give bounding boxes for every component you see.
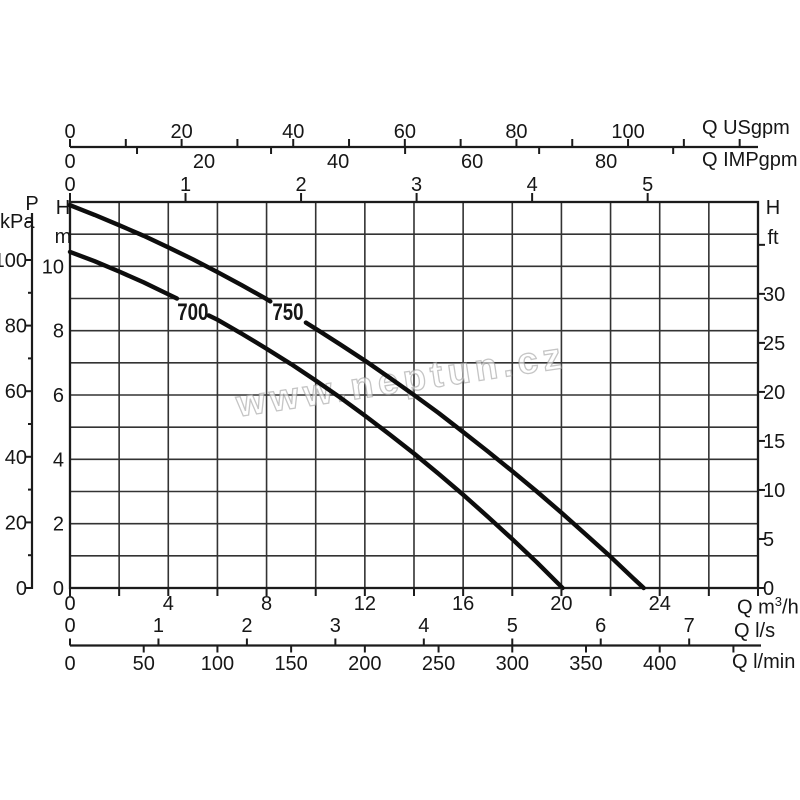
ls-axis-label: Q l/s: [734, 620, 776, 642]
m3h-tick-label: 24: [649, 593, 671, 615]
head-m-axis-unit-label: m: [54, 226, 72, 248]
m3h-label-pre: Q m: [737, 596, 775, 619]
curve-700: [67, 249, 180, 301]
top-aux-tick-label: 2: [296, 174, 307, 196]
ls-tick-label: 2: [241, 615, 252, 637]
impgpm-tick-label: 60: [461, 151, 483, 173]
lmin-tick-label: 250: [422, 653, 455, 675]
lmin-tick-label: 200: [348, 653, 381, 675]
usgpm-tick-label: 20: [170, 121, 192, 143]
curve-750: [67, 203, 273, 304]
ls-tick-label: 1: [153, 615, 164, 637]
impgpm-tick-label: 0: [64, 151, 75, 173]
head-m-tick-label: 0: [53, 578, 64, 600]
m3h-axis-label: Q m3/h: [737, 591, 799, 619]
ft-tick-label: 0: [763, 578, 774, 600]
kpa-tick-label: 0: [16, 578, 27, 600]
m3h-tick-label: 4: [163, 593, 174, 615]
ft-tick-label: 10: [763, 480, 785, 502]
m3h-tick-label: 16: [452, 593, 474, 615]
impgpm-axis-label: Q IMPgpm: [702, 149, 798, 171]
ls-tick-label: 3: [330, 615, 341, 637]
ls-tick-label: 6: [595, 615, 606, 637]
head-m-tick-label: 6: [53, 385, 64, 407]
curve-750: [303, 320, 646, 591]
top-aux-tick-label: 1: [180, 174, 191, 196]
usgpm-axis-label: Q USgpm: [702, 117, 790, 139]
head-m-axis-quantity-label: H: [55, 197, 71, 219]
curve-700: [206, 313, 565, 591]
ft-tick-label: 20: [763, 382, 785, 404]
ls-tick-label: 0: [64, 615, 75, 637]
head-ft-axis-quantity-label: H: [765, 197, 781, 219]
impgpm-tick-label: 80: [595, 151, 617, 173]
lmin-tick-label: 100: [201, 653, 234, 675]
head-m-tick-label: 10: [42, 256, 64, 278]
usgpm-tick-label: 100: [611, 121, 644, 143]
pressure-axis-unit-label: kPa: [0, 211, 35, 233]
ls-tick-label: 4: [418, 615, 429, 637]
ft-tick-label: 5: [763, 529, 774, 551]
m3h-tick-label: 20: [550, 593, 572, 615]
lmin-tick-label: 50: [133, 653, 155, 675]
ft-tick-label: 25: [763, 333, 785, 355]
usgpm-tick-label: 80: [505, 121, 527, 143]
lmin-tick-label: 400: [643, 653, 676, 675]
m3h-tick-label: 12: [354, 593, 376, 615]
ls-tick-label: 5: [507, 615, 518, 637]
kpa-tick-label: 80: [5, 316, 27, 338]
usgpm-tick-label: 60: [394, 121, 416, 143]
kpa-tick-label: 40: [5, 447, 27, 469]
head-ft-axis-unit-label: ft: [767, 227, 779, 249]
lmin-tick-label: 0: [64, 653, 75, 675]
m3h-label-sup: 3: [774, 594, 783, 609]
m3h-tick-label: 8: [261, 593, 272, 615]
ls-tick-label: 7: [684, 615, 695, 637]
m3h-label-post: /h: [782, 596, 799, 619]
head-m-tick-label: 4: [53, 449, 64, 471]
head-m-tick-label: 8: [53, 321, 64, 343]
top-aux-tick-label: 4: [527, 174, 538, 196]
pressure-axis-quantity-label: P: [25, 193, 39, 215]
impgpm-tick-label: 20: [193, 151, 215, 173]
ft-tick-label: 15: [763, 431, 785, 453]
usgpm-tick-label: 40: [282, 121, 304, 143]
kpa-tick-label: 100: [0, 250, 27, 272]
lmin-tick-label: 350: [569, 653, 602, 675]
top-aux-tick-label: 0: [64, 174, 75, 196]
kpa-tick-label: 20: [5, 512, 27, 534]
watermark: www.neptun.cz: [233, 335, 569, 425]
curve-label-750: 750: [272, 299, 303, 326]
lmin-axis-label: Q l/min: [732, 651, 796, 673]
head-m-tick-label: 2: [53, 514, 64, 536]
lmin-tick-label: 300: [496, 653, 529, 675]
curve-label-700: 700: [177, 299, 208, 326]
usgpm-tick-label: 0: [64, 121, 75, 143]
top-aux-tick-label: 5: [642, 174, 653, 196]
ft-tick-label: 30: [763, 284, 785, 306]
kpa-tick-label: 60: [5, 381, 27, 403]
top-aux-tick-label: 3: [411, 174, 422, 196]
impgpm-tick-label: 40: [327, 151, 349, 173]
m3h-tick-label: 0: [64, 593, 75, 615]
lmin-tick-label: 150: [274, 653, 307, 675]
